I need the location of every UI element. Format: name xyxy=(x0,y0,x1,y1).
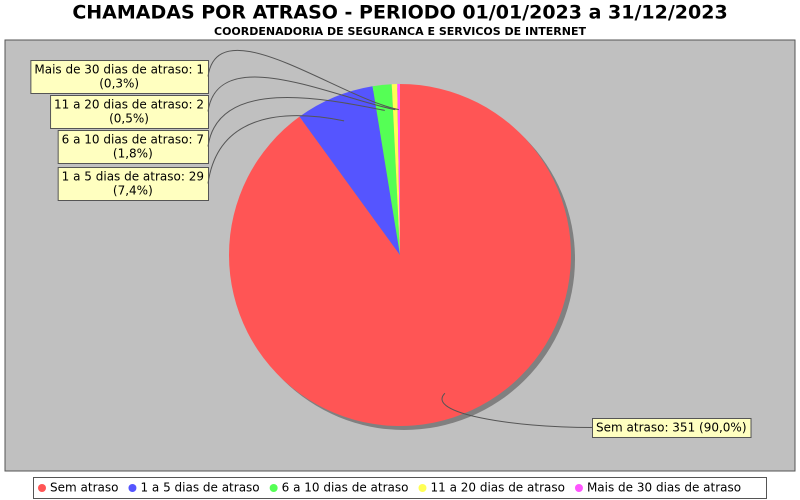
data-label-text: 6 a 10 dias de atraso: 7 xyxy=(62,133,204,147)
pie-slice xyxy=(397,84,400,255)
legend-marker xyxy=(418,484,427,492)
leader-line xyxy=(207,76,396,112)
data-label: 11 a 20 dias de atraso: 2(0,5%) xyxy=(50,95,209,129)
data-label: 1 a 5 dias de atraso: 29(7,4%) xyxy=(57,167,209,201)
leader-line xyxy=(207,49,399,111)
data-label-text: (1,8%) xyxy=(113,147,153,161)
data-label-text: (7,4%) xyxy=(113,184,153,198)
leader-line xyxy=(207,115,345,184)
legend-marker xyxy=(574,484,583,492)
data-label-text: (0,5%) xyxy=(109,112,149,126)
chart-title: CHAMADAS POR ATRASO - PERIODO 01/01/2023… xyxy=(72,2,727,24)
data-label-box xyxy=(57,167,209,201)
data-label-text: Mais de 30 dias de atraso: 1 xyxy=(34,63,204,77)
legend-label: Mais de 30 dias de atraso xyxy=(587,481,741,495)
leader-line xyxy=(441,392,593,428)
legend-label: 1 a 5 dias de atraso xyxy=(140,481,259,495)
data-label-text: (0,3%) xyxy=(99,77,139,91)
pie-slice xyxy=(372,84,400,255)
legend-box xyxy=(33,477,767,499)
legend-label: 11 a 20 dias de atraso xyxy=(430,481,564,495)
data-label: Sem atraso: 351 (90,0%) xyxy=(592,418,752,438)
data-label-text: 1 a 5 dias de atraso: 29 xyxy=(62,170,204,184)
legend-label: 6 a 10 dias de atraso xyxy=(282,481,409,495)
data-label-text: Sem atraso: 351 (90,0%) xyxy=(596,421,747,435)
legend-label: Sem atraso xyxy=(50,481,118,495)
chart-subtitle: COORDENADORIA DE SEGURANCA E SERVICOS DE… xyxy=(214,25,586,38)
data-label-box xyxy=(50,95,209,129)
legend-marker xyxy=(269,484,278,492)
data-label-box xyxy=(30,60,209,94)
legend-marker xyxy=(128,484,137,492)
leader-line xyxy=(207,97,385,147)
data-label-text: 11 a 20 dias de atraso: 2 xyxy=(54,98,204,112)
legend-marker xyxy=(38,484,46,492)
data-label: 6 a 10 dias de atraso: 7(1,8%) xyxy=(57,130,209,164)
data-label-box xyxy=(57,130,209,164)
data-label: Mais de 30 dias de atraso: 1(0,3%) xyxy=(30,60,209,94)
pie-slice xyxy=(299,86,400,255)
pie-slice xyxy=(391,84,400,256)
data-label-box xyxy=(592,418,752,438)
